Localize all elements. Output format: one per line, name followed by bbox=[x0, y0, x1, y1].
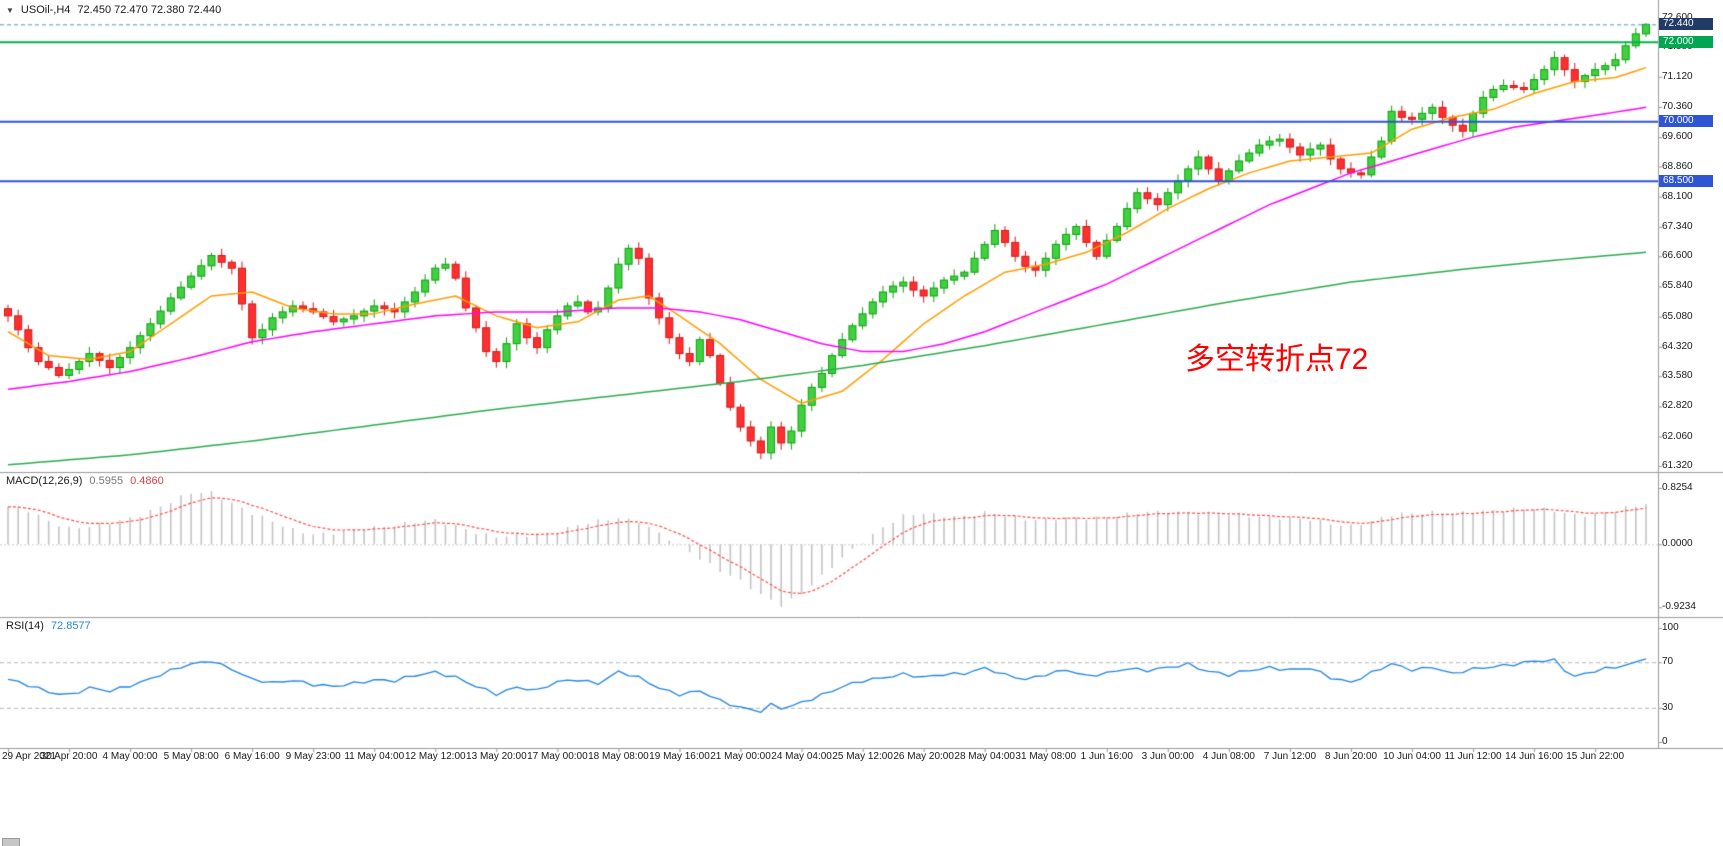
time-axis-label: 14 Jun 16:00 bbox=[1505, 751, 1563, 762]
time-axis-label: 28 May 04:00 bbox=[954, 751, 1015, 762]
rsi-axis-label: 70 bbox=[1662, 656, 1674, 668]
macd-label-row: MACD(12,26,9) 0.5955 0.4860 bbox=[6, 475, 164, 487]
time-axis-label: 4 May 00:00 bbox=[102, 751, 158, 762]
time-axis-label: 25 May 12:00 bbox=[832, 751, 893, 762]
time-axis-label: 30 Apr 20:00 bbox=[40, 751, 98, 762]
time-axis-label: 29 Apr 2021 bbox=[2, 751, 56, 762]
price-axis-label: 68.860 bbox=[1662, 160, 1693, 172]
price-axis-label: 66.600 bbox=[1662, 250, 1693, 262]
chart-header: ▼ USOil-,H4 72.450 72.470 72.380 72.440 bbox=[6, 4, 221, 16]
macd-axis-label: 0.0000 bbox=[1662, 538, 1693, 550]
macd-axis-label: 0.8254 bbox=[1662, 482, 1693, 493]
rsi-value: 72.8577 bbox=[50, 620, 91, 632]
macd-indicator-label: MACD(12,26,9) bbox=[6, 475, 83, 487]
time-axis-label: 9 May 23:00 bbox=[285, 751, 341, 762]
price-axis-label: 62.060 bbox=[1662, 430, 1693, 442]
time-axis-label: 31 May 08:00 bbox=[1015, 751, 1077, 762]
time-axis-label: 8 Jun 20:00 bbox=[1324, 751, 1378, 762]
rsi-label-row: RSI(14) 72.8577 bbox=[6, 620, 91, 632]
time-axis-label: 11 Jun 12:00 bbox=[1444, 751, 1502, 762]
time-axis-label: 1 Jun 16:00 bbox=[1080, 751, 1133, 762]
time-axis-label: 19 May 16:00 bbox=[649, 751, 710, 762]
price-axis-label: 71.120 bbox=[1662, 70, 1693, 82]
rsi-axis-label: 30 bbox=[1662, 701, 1674, 713]
price-axis-label: 68.100 bbox=[1662, 190, 1693, 202]
time-axis-label: 13 May 20:00 bbox=[466, 751, 527, 762]
time-axis-label: 15 Jun 22:00 bbox=[1566, 751, 1625, 762]
price-axis-label: 72.600 bbox=[1662, 12, 1693, 23]
time-axis-label: 17 May 00:00 bbox=[527, 751, 588, 762]
price-axis-label: 67.340 bbox=[1662, 220, 1693, 232]
time-axis-label: 18 May 08:00 bbox=[588, 751, 649, 762]
macd-axis-label: -0.9234 bbox=[1662, 601, 1696, 613]
price-axis-label: 61.320 bbox=[1662, 459, 1693, 471]
time-axis-label: 11 May 04:00 bbox=[344, 751, 405, 762]
symbol-label: USOil-,H4 bbox=[20, 4, 71, 16]
rsi-axis-label: 0 bbox=[1662, 736, 1668, 747]
time-axis-label: 21 May 00:00 bbox=[710, 751, 771, 762]
time-axis-label: 26 May 20:00 bbox=[893, 751, 954, 762]
scrollbar-thumb[interactable] bbox=[2, 838, 20, 846]
ohlc-values: 72.450 72.470 72.380 72.440 bbox=[77, 4, 222, 16]
rsi-indicator-label: RSI(14) bbox=[6, 620, 44, 632]
rsi-axis-label: 100 bbox=[1662, 622, 1679, 633]
time-axis-label: 4 Jun 08:00 bbox=[1202, 751, 1255, 762]
price-axis-label: 65.840 bbox=[1662, 280, 1693, 292]
hline-70-label: 70.000 bbox=[1659, 115, 1713, 128]
price-axis-label: 62.820 bbox=[1662, 400, 1693, 412]
price-axis-label: 63.580 bbox=[1662, 370, 1693, 382]
macd-signal-value: 0.4860 bbox=[130, 475, 164, 487]
price-axis-label: 70.360 bbox=[1662, 100, 1693, 112]
time-axis-label: 6 May 16:00 bbox=[224, 751, 280, 762]
time-axis-label: 3 Jun 00:00 bbox=[1141, 751, 1194, 762]
time-axis-label: 10 Jun 04:00 bbox=[1383, 751, 1441, 762]
current-price-badge: 72.440 bbox=[1659, 18, 1713, 31]
time-axis-label: 5 May 08:00 bbox=[163, 751, 219, 762]
macd-main-value: 0.5955 bbox=[89, 475, 124, 487]
time-axis-label: 24 May 04:00 bbox=[771, 751, 832, 762]
price-axis-label: 65.080 bbox=[1662, 310, 1693, 322]
symbol-dropdown-icon[interactable]: ▼ bbox=[6, 5, 14, 15]
hline-72-label: 72.000 bbox=[1659, 35, 1713, 48]
time-axis-label: 7 Jun 12:00 bbox=[1263, 751, 1317, 762]
chart-annotation: 多空转折点72 bbox=[1185, 343, 1369, 376]
hline-68-5-label: 68.500 bbox=[1659, 174, 1713, 187]
price-axis-label: 64.320 bbox=[1662, 340, 1693, 352]
price-axis-label: 69.600 bbox=[1662, 131, 1693, 143]
time-axis-label: 12 May 12:00 bbox=[404, 751, 466, 762]
